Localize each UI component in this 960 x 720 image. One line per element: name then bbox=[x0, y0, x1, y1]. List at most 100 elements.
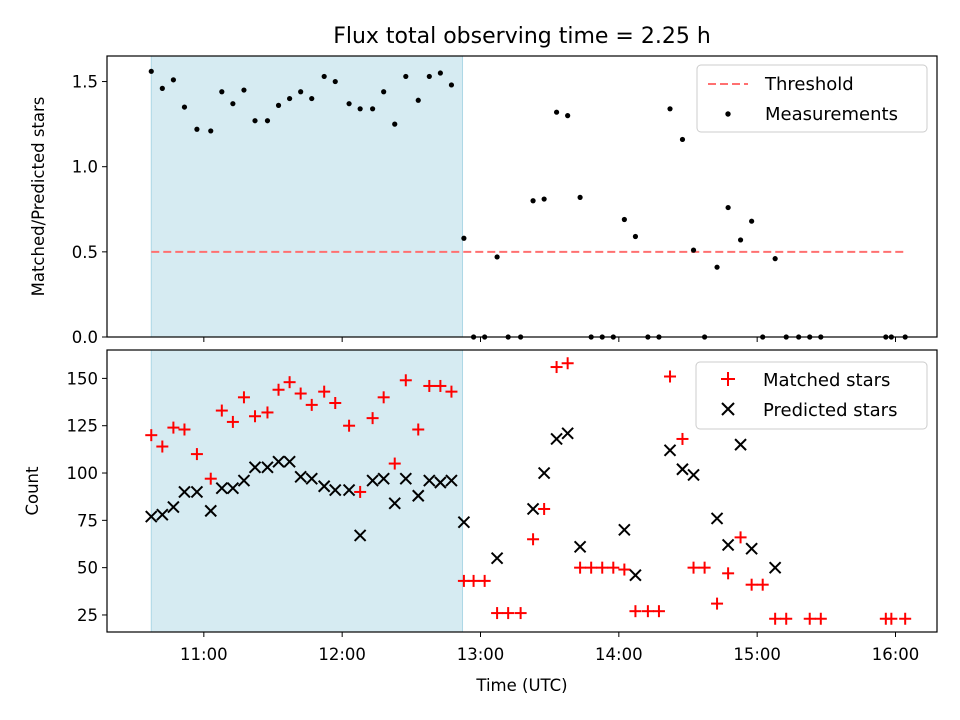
measurement-point bbox=[357, 106, 363, 112]
observing-window-shade-top bbox=[150, 55, 464, 338]
measurement-point bbox=[772, 256, 778, 262]
predicted-point bbox=[663, 444, 677, 457]
predicted-stars-series bbox=[145, 427, 782, 582]
y-tick-label: 150 bbox=[67, 369, 99, 388]
predicted-point-b bbox=[721, 538, 735, 552]
matched-point bbox=[318, 385, 331, 398]
predicted-point bbox=[178, 485, 191, 499]
predicted-point-b bbox=[423, 474, 436, 487]
predicted-point-b bbox=[434, 476, 447, 489]
predicted-point bbox=[550, 432, 563, 446]
ratio-legend: Threshold Measurements bbox=[696, 64, 928, 133]
measurement-point bbox=[415, 97, 421, 103]
measurement-point bbox=[332, 78, 338, 85]
legend-predicted-label: Predicted stars bbox=[763, 400, 897, 421]
measurement-point bbox=[219, 89, 225, 95]
measurement-point bbox=[725, 204, 731, 211]
y-tick-label: 1.0 bbox=[72, 158, 98, 177]
predicted-point bbox=[687, 468, 700, 482]
predicted-point bbox=[399, 472, 413, 485]
matched-point bbox=[641, 605, 654, 618]
measurement-point bbox=[461, 235, 467, 241]
matched-point bbox=[527, 533, 540, 546]
matched-point bbox=[652, 605, 665, 618]
predicted-point-b bbox=[687, 468, 700, 482]
predicted-point bbox=[423, 474, 436, 487]
predicted-point-b bbox=[145, 510, 158, 523]
matched-point bbox=[664, 370, 677, 383]
matched-point bbox=[167, 421, 180, 434]
measurement-point bbox=[403, 73, 409, 80]
count-legend-box bbox=[695, 361, 928, 430]
legend-matched-label: Matched stars bbox=[763, 370, 890, 391]
predicted-point-b bbox=[676, 463, 689, 476]
predicted-point bbox=[490, 551, 504, 565]
predicted-point bbox=[734, 438, 747, 451]
predicted-point-b bbox=[178, 485, 191, 499]
predicted-point-b bbox=[353, 529, 367, 542]
measurement-point bbox=[298, 89, 304, 95]
matched-point bbox=[711, 597, 724, 610]
matched-point bbox=[467, 574, 480, 587]
matched-point bbox=[478, 574, 491, 587]
matched-point bbox=[698, 561, 711, 574]
matched-point bbox=[156, 440, 169, 453]
measurement-point bbox=[667, 106, 673, 112]
count-y-axis-label: Count bbox=[23, 466, 42, 516]
ratio-panel-frame bbox=[106, 55, 938, 338]
predicted-point bbox=[317, 480, 331, 493]
matched-point bbox=[399, 374, 412, 387]
matched-point bbox=[261, 406, 274, 419]
y-tick-label: 0.5 bbox=[72, 243, 98, 262]
measurement-point bbox=[426, 73, 432, 80]
measurement-point bbox=[208, 128, 214, 134]
matched-point bbox=[687, 561, 700, 574]
measurement-point bbox=[230, 101, 236, 107]
predicted-point-b bbox=[156, 508, 169, 521]
count-panel-axes: 25 50 75 100 125 150 11:00 12:00 13:00 14:00 15:00… bbox=[67, 369, 920, 664]
measurement-point bbox=[381, 89, 387, 95]
predicted-point bbox=[156, 508, 169, 521]
predicted-point-b bbox=[366, 474, 379, 487]
matched-point bbox=[294, 387, 307, 400]
ratio-panel-axes: 0.0 0.5 1.0 1.5 bbox=[72, 73, 896, 347]
measurement-point bbox=[553, 109, 560, 115]
matched-point bbox=[423, 379, 436, 392]
matched-point bbox=[190, 448, 203, 461]
legend-matched-swatch bbox=[721, 372, 735, 386]
count-panel: 25 50 75 100 125 150 11:00 12:00 13:00 14:00 15:00… bbox=[23, 349, 938, 695]
matched-point bbox=[722, 567, 735, 580]
matched-point bbox=[514, 607, 527, 620]
matched-stars-series bbox=[145, 357, 912, 625]
predicted-point-b bbox=[710, 512, 724, 525]
predicted-point-b bbox=[399, 472, 413, 485]
predicted-point bbox=[721, 538, 735, 552]
matched-point bbox=[343, 419, 356, 432]
y-tick-label: 0.0 bbox=[72, 328, 98, 347]
matched-point bbox=[561, 357, 574, 370]
predicted-point-b bbox=[305, 472, 318, 485]
measurement-point bbox=[309, 95, 315, 102]
y-tick-label: 75 bbox=[77, 511, 98, 530]
predicted-point-b bbox=[261, 461, 274, 474]
predicted-point bbox=[377, 472, 390, 485]
predicted-point bbox=[745, 542, 758, 555]
matched-point bbox=[249, 410, 262, 423]
predicted-point-b bbox=[329, 483, 342, 497]
matched-point bbox=[178, 423, 191, 436]
matched-point bbox=[803, 612, 816, 625]
matched-point bbox=[354, 485, 367, 498]
y-tick-label: 1.5 bbox=[72, 73, 98, 92]
matched-point bbox=[618, 563, 631, 576]
predicted-point-b bbox=[377, 472, 390, 485]
matched-point bbox=[445, 385, 458, 398]
predicted-point bbox=[353, 529, 367, 542]
predicted-point-b bbox=[537, 466, 551, 480]
x-tick-label: 14:00 bbox=[595, 645, 643, 664]
predicted-point-b bbox=[663, 444, 677, 457]
predicted-point bbox=[537, 466, 551, 480]
matched-point bbox=[885, 612, 898, 625]
matched-point bbox=[899, 612, 912, 625]
matched-point bbox=[145, 429, 158, 442]
y-tick-label: 25 bbox=[77, 606, 98, 625]
